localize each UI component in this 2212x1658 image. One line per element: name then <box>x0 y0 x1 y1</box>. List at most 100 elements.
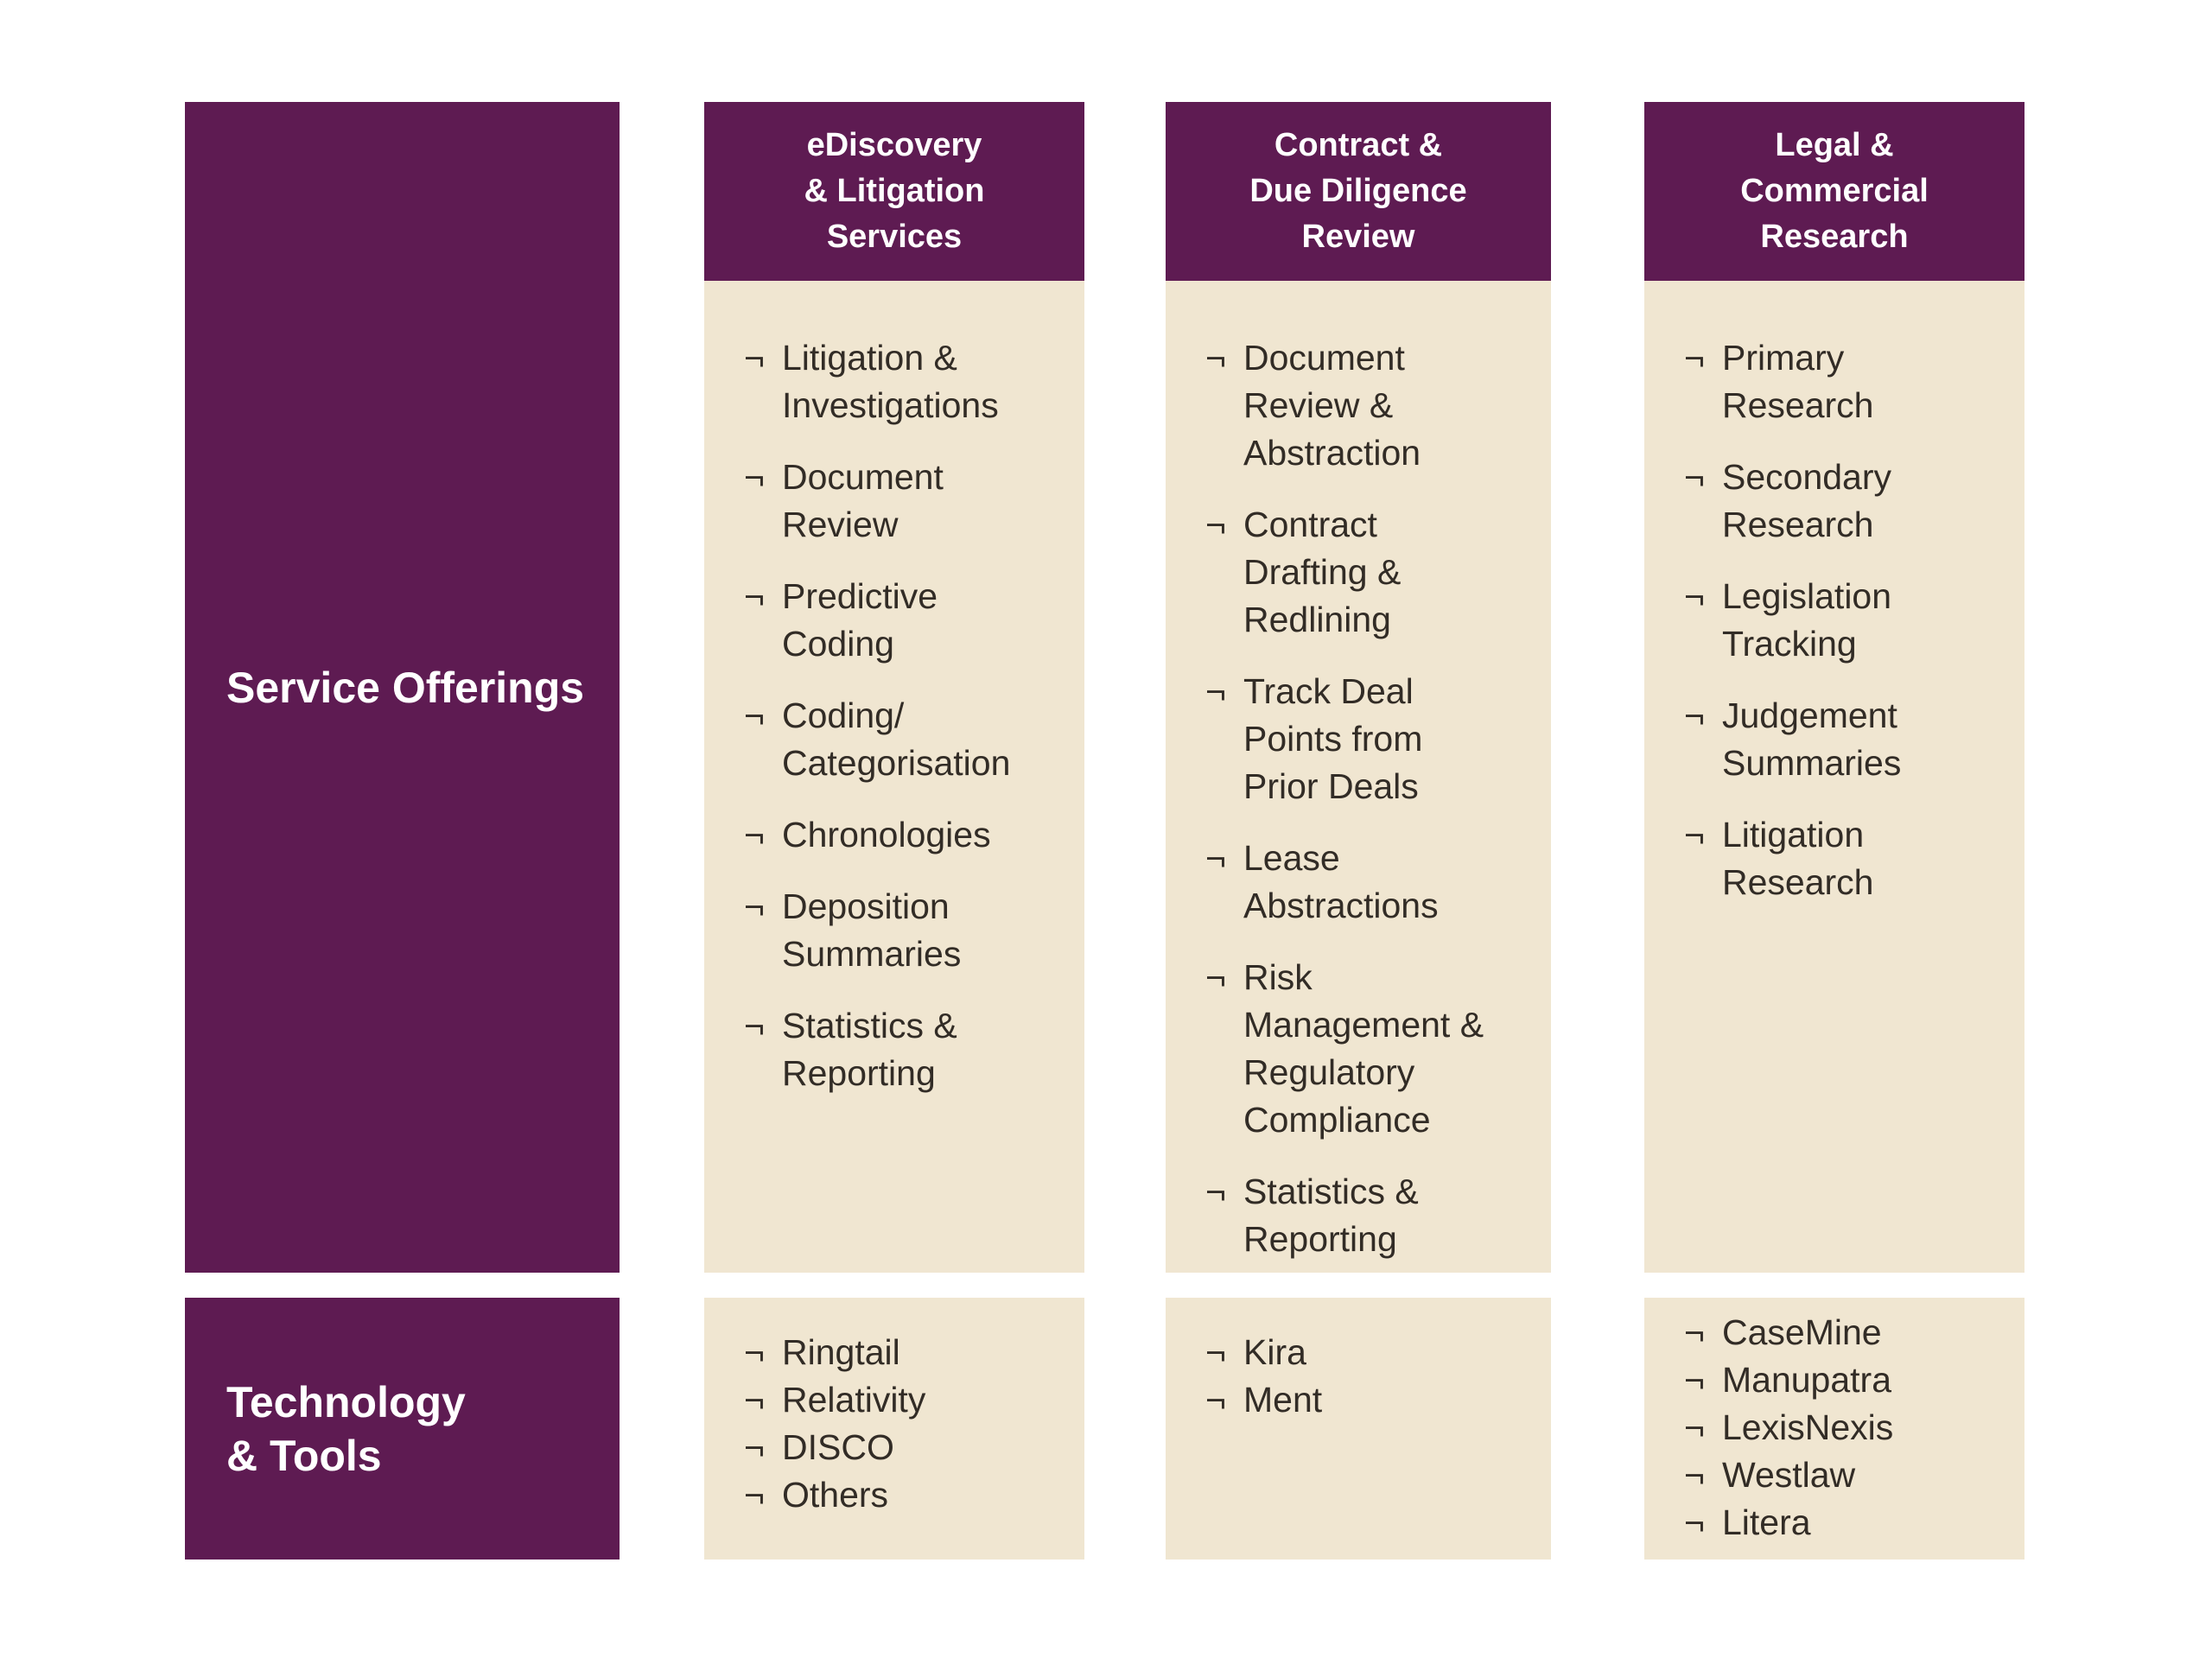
tools-panel-ediscovery: ¬ Ringtail ¬ Relativity ¬ DISCO ¬ Others <box>704 1298 1084 1560</box>
service-item-label: Statistics & Reporting <box>1243 1172 1419 1259</box>
service-item: ¬ Deposition Summaries <box>744 883 1062 978</box>
tools-list-contract: ¬ Kira ¬ Ment <box>1166 1298 1551 1424</box>
service-item-label: Risk Management & Regulatory Compliance <box>1243 957 1484 1140</box>
service-item-label: Statistics & Reporting <box>782 1006 957 1093</box>
not-sign-bullet-icon: ¬ <box>1205 838 1226 878</box>
service-item: ¬ Coding/ Categorisation <box>744 692 1062 787</box>
tool-item-label: CaseMine <box>1722 1312 1882 1352</box>
service-item: ¬ Litigation Research <box>1684 811 2002 906</box>
tool-item: ¬ Manupatra <box>1684 1356 2002 1404</box>
column-header-title: Legal & Commercial Research <box>1740 127 1929 255</box>
tool-item: ¬ Relativity <box>744 1376 1062 1424</box>
tool-item-label: Relativity <box>782 1380 926 1420</box>
tool-item-label: Westlaw <box>1722 1455 1856 1495</box>
not-sign-bullet-icon: ¬ <box>1205 1380 1226 1420</box>
not-sign-bullet-icon: ¬ <box>744 696 765 735</box>
not-sign-bullet-icon: ¬ <box>744 1380 765 1420</box>
tools-panel-contract: ¬ Kira ¬ Ment <box>1166 1298 1551 1560</box>
tools-list-ediscovery: ¬ Ringtail ¬ Relativity ¬ DISCO ¬ Others <box>704 1298 1084 1519</box>
service-item: ¬ Statistics & Reporting <box>744 1002 1062 1097</box>
service-item: ¬ Statistics & Reporting <box>1205 1168 1529 1263</box>
not-sign-bullet-icon: ¬ <box>744 886 765 926</box>
not-sign-bullet-icon: ¬ <box>744 1475 765 1515</box>
tool-item: ¬ Ringtail <box>744 1329 1062 1376</box>
tool-item: ¬ LexisNexis <box>1684 1404 2002 1452</box>
not-sign-bullet-icon: ¬ <box>1684 696 1705 735</box>
service-item-label: Secondary Research <box>1722 457 1892 544</box>
service-item: ¬ Chronologies <box>744 811 1062 859</box>
tool-item-label: Manupatra <box>1722 1360 1892 1400</box>
service-item-label: Lease Abstractions <box>1243 838 1439 925</box>
services-list-ediscovery: ¬ Litigation & Investigations ¬ Document… <box>704 281 1084 1097</box>
service-item: ¬ Predictive Coding <box>744 573 1062 668</box>
tool-item: ¬ Ment <box>1205 1376 1529 1424</box>
tool-item-label: Others <box>782 1475 889 1515</box>
column-header-legal-commercial-research: Legal & Commercial Research <box>1644 102 2024 281</box>
service-item-label: Litigation Research <box>1722 815 1874 902</box>
services-list-contract: ¬ Document Review & Abstraction ¬ Contra… <box>1166 281 1551 1263</box>
column-header-contract-due-diligence-review: Contract & Due Diligence Review <box>1166 102 1551 281</box>
not-sign-bullet-icon: ¬ <box>1684 576 1705 616</box>
not-sign-bullet-icon: ¬ <box>1684 1455 1705 1495</box>
tool-item: ¬ Westlaw <box>1684 1452 2002 1499</box>
tool-item-label: Ringtail <box>782 1332 900 1372</box>
tool-item: ¬ Litera <box>1684 1499 2002 1547</box>
not-sign-bullet-icon: ¬ <box>744 457 765 497</box>
tool-item: ¬ DISCO <box>744 1424 1062 1471</box>
service-item-label: Document Review & Abstraction <box>1243 338 1421 473</box>
not-sign-bullet-icon: ¬ <box>1684 1312 1705 1352</box>
not-sign-bullet-icon: ¬ <box>744 576 765 616</box>
not-sign-bullet-icon: ¬ <box>1205 1172 1226 1211</box>
service-offerings-label-box: Service Offerings <box>185 102 620 1273</box>
tool-item-label: Litera <box>1722 1502 1811 1542</box>
not-sign-bullet-icon: ¬ <box>1205 338 1226 378</box>
service-item-label: Contract Drafting & Redlining <box>1243 505 1402 639</box>
service-item: ¬ Contract Drafting & Redlining <box>1205 501 1529 644</box>
services-panel-contract: ¬ Document Review & Abstraction ¬ Contra… <box>1166 281 1551 1273</box>
tool-item: ¬ CaseMine <box>1684 1309 2002 1356</box>
tool-item: ¬ Kira <box>1205 1329 1529 1376</box>
not-sign-bullet-icon: ¬ <box>1205 505 1226 544</box>
service-item-label: Coding/ Categorisation <box>782 696 1011 783</box>
tools-list-legal-research: ¬ CaseMine ¬ Manupatra ¬ LexisNexis ¬ We… <box>1644 1298 2024 1547</box>
not-sign-bullet-icon: ¬ <box>744 1427 765 1467</box>
service-item: ¬ Legislation Tracking <box>1684 573 2002 668</box>
service-item-label: Primary Research <box>1722 338 1874 425</box>
column-header-title: eDiscovery & Litigation Services <box>804 127 985 255</box>
service-item-label: Track Deal Points from Prior Deals <box>1243 671 1423 806</box>
not-sign-bullet-icon: ¬ <box>1205 671 1226 711</box>
tool-item-label: DISCO <box>782 1427 894 1467</box>
not-sign-bullet-icon: ¬ <box>744 338 765 378</box>
not-sign-bullet-icon: ¬ <box>1684 1407 1705 1447</box>
service-item: ¬ Secondary Research <box>1684 454 2002 549</box>
column-header-title: Contract & Due Diligence Review <box>1249 127 1467 255</box>
service-item-label: Judgement Summaries <box>1722 696 1902 783</box>
services-panel-ediscovery: ¬ Litigation & Investigations ¬ Document… <box>704 281 1084 1273</box>
technology-tools-label-box: Technology & Tools <box>185 1298 620 1560</box>
not-sign-bullet-icon: ¬ <box>744 1006 765 1045</box>
service-offerings-label: Service Offerings <box>226 663 585 712</box>
not-sign-bullet-icon: ¬ <box>744 1332 765 1372</box>
not-sign-bullet-icon: ¬ <box>1684 1502 1705 1542</box>
technology-tools-label: Technology & Tools <box>226 1377 466 1480</box>
not-sign-bullet-icon: ¬ <box>744 815 765 854</box>
not-sign-bullet-icon: ¬ <box>1684 1360 1705 1400</box>
service-item: ¬ Judgement Summaries <box>1684 692 2002 787</box>
service-item-label: Document Review <box>782 457 944 544</box>
tool-item-label: LexisNexis <box>1722 1407 1894 1447</box>
service-item: ¬ Lease Abstractions <box>1205 835 1529 930</box>
tool-item-label: Ment <box>1243 1380 1323 1420</box>
service-item-label: Chronologies <box>782 815 991 854</box>
service-item-label: Legislation Tracking <box>1722 576 1892 664</box>
tool-item: ¬ Others <box>744 1471 1062 1519</box>
not-sign-bullet-icon: ¬ <box>1684 338 1705 378</box>
not-sign-bullet-icon: ¬ <box>1684 815 1705 854</box>
services-list-legal-research: ¬ Primary Research ¬ Secondary Research … <box>1644 281 2024 906</box>
service-item: ¬ Litigation & Investigations <box>744 334 1062 429</box>
not-sign-bullet-icon: ¬ <box>1684 457 1705 497</box>
service-item-label: Litigation & Investigations <box>782 338 999 425</box>
tool-item-label: Kira <box>1243 1332 1306 1372</box>
service-item-label: Deposition Summaries <box>782 886 962 974</box>
service-item: ¬ Document Review & Abstraction <box>1205 334 1529 477</box>
